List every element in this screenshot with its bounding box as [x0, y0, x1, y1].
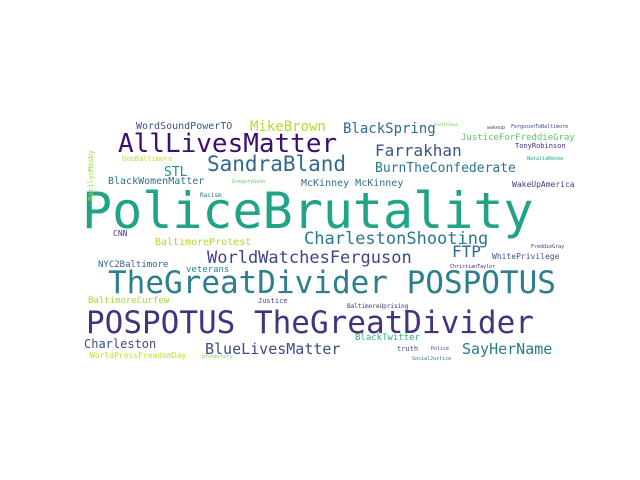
word-cloud-word: veterans	[186, 265, 230, 275]
word-cloud-word: McKinney McKinney	[301, 178, 404, 189]
word-cloud-word: WorldWatchesFerguson	[207, 248, 412, 268]
word-cloud-word: JusticeForFreddieGray	[461, 133, 575, 143]
word-cloud-word: WhitePrivilege	[492, 252, 560, 261]
word-cloud-word: POSPOTUS TheGreatDivider	[86, 305, 534, 341]
word-cloud-word: FreddieGray	[531, 244, 565, 250]
word-cloud-word: Justice	[258, 297, 288, 305]
word-cloud-word: BurnTheConfederate	[375, 161, 516, 176]
word-cloud-word: WakeUpAmerica	[512, 180, 575, 189]
word-cloud-word: SayHerName	[462, 340, 553, 358]
word-cloud-word: Charleston	[84, 337, 157, 351]
word-cloud-word: STL	[164, 165, 188, 180]
word-cloud-word: PoliceBrutality	[82, 182, 534, 240]
word-cloud-word: truth	[397, 345, 419, 353]
word-cloud-word: OneBaltimore	[122, 155, 173, 163]
word-cloud-word: BaltimoreCurfew	[88, 296, 170, 306]
word-cloud-word: TheGreatDivider POSPOTUS	[108, 265, 556, 301]
word-cloud-word: BlueLivesMatter	[205, 340, 341, 358]
word-cloud-word: BaltimoreUprising	[347, 303, 409, 310]
word-cloud-word: GregoryGunn	[232, 179, 266, 185]
word-cloud-word: Racism	[200, 192, 222, 199]
word-cloud-word: ShutItDown	[434, 122, 459, 127]
word-cloud-word: BlackTwitter	[355, 333, 421, 343]
word-cloud-word: protesters	[202, 354, 233, 360]
word-cloud-word: WorldPressFreedomDay	[90, 351, 187, 360]
word-cloud-word: WordSoundPowerTO	[136, 121, 233, 132]
word-cloud-word: Farrakhan	[375, 141, 462, 160]
word-cloud-word: wakeup	[487, 125, 506, 131]
word-cloud-word: FTP	[452, 242, 481, 261]
word-cloud-word: MarilynMosby	[87, 150, 95, 201]
word-cloud-word: TonyRobinson	[515, 142, 566, 150]
word-cloud-word: CharlestonShooting	[304, 229, 489, 249]
word-cloud-word: CNN	[113, 229, 128, 238]
word-cloud-word: SocialJustice	[412, 356, 452, 362]
word-cloud-word: AllLivesMatter	[118, 129, 338, 159]
word-cloud-word: BaltimoreProtest	[155, 237, 252, 248]
word-cloud-word: BlackSpring	[343, 121, 436, 137]
word-cloud-word: NYC2Baltimore	[98, 260, 169, 270]
word-cloud-word: ChristianTaylor	[450, 264, 496, 270]
word-cloud-word: Police	[431, 346, 450, 352]
word-cloud-word: FergusonToBaltimore	[511, 124, 569, 130]
word-cloud-word: BlackWomenMatter	[108, 176, 205, 187]
word-cloud-word: NataliaRenee	[527, 156, 564, 162]
word-cloud-word: MikeBrown	[250, 119, 326, 135]
word-cloud-word: SandraBland	[207, 152, 347, 176]
